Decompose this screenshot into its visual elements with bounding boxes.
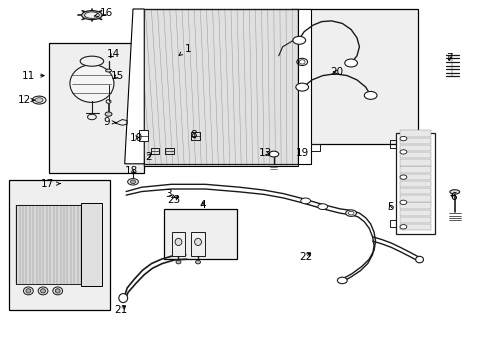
Bar: [399, 224, 430, 230]
Ellipse shape: [399, 150, 406, 154]
Ellipse shape: [81, 10, 102, 19]
Ellipse shape: [399, 200, 406, 204]
Text: 18: 18: [124, 166, 138, 176]
Bar: [81, 203, 102, 286]
Ellipse shape: [53, 287, 62, 295]
Ellipse shape: [295, 83, 308, 91]
Ellipse shape: [175, 238, 182, 246]
Bar: [9, 180, 110, 310]
Polygon shape: [124, 9, 144, 164]
Bar: [163, 209, 237, 259]
Ellipse shape: [399, 225, 406, 229]
Ellipse shape: [268, 151, 278, 157]
Text: 2: 2: [144, 152, 151, 162]
Ellipse shape: [105, 112, 112, 116]
Text: 14: 14: [106, 49, 120, 59]
Bar: [191, 232, 204, 256]
Bar: [49, 43, 144, 173]
Text: 22: 22: [298, 252, 312, 262]
Ellipse shape: [105, 69, 111, 72]
Ellipse shape: [364, 91, 376, 99]
Bar: [399, 159, 430, 166]
Text: 5: 5: [386, 202, 393, 212]
Ellipse shape: [195, 260, 200, 264]
Bar: [139, 130, 148, 141]
Text: 16: 16: [94, 8, 113, 18]
Ellipse shape: [23, 287, 33, 295]
Bar: [399, 166, 430, 173]
Ellipse shape: [449, 190, 459, 194]
Ellipse shape: [415, 256, 423, 263]
Text: 8: 8: [189, 130, 196, 140]
Ellipse shape: [317, 204, 327, 210]
Text: 7: 7: [446, 53, 452, 63]
Bar: [399, 202, 430, 209]
Ellipse shape: [70, 65, 114, 102]
Bar: [399, 130, 430, 137]
Ellipse shape: [127, 179, 138, 185]
Ellipse shape: [337, 277, 346, 284]
Ellipse shape: [35, 98, 43, 102]
Bar: [290, 9, 417, 144]
Bar: [399, 181, 430, 187]
Text: 23: 23: [166, 195, 180, 205]
Ellipse shape: [399, 136, 406, 141]
Ellipse shape: [119, 293, 127, 302]
Ellipse shape: [26, 289, 31, 293]
Bar: [399, 188, 430, 194]
Text: 19: 19: [295, 148, 308, 158]
Ellipse shape: [399, 175, 406, 179]
Ellipse shape: [292, 36, 305, 44]
Ellipse shape: [345, 210, 356, 216]
Text: 4: 4: [199, 200, 206, 210]
Bar: [399, 210, 430, 216]
Bar: [399, 138, 430, 144]
Bar: [399, 152, 430, 158]
Ellipse shape: [80, 56, 103, 66]
Text: 17: 17: [41, 179, 60, 189]
Bar: [395, 133, 434, 234]
Ellipse shape: [55, 289, 60, 293]
Text: 6: 6: [449, 192, 456, 202]
Text: 21: 21: [114, 305, 128, 315]
Ellipse shape: [130, 180, 135, 184]
Bar: [298, 9, 310, 164]
Bar: [399, 174, 430, 180]
Text: 1: 1: [179, 44, 191, 55]
Ellipse shape: [84, 12, 99, 18]
Bar: [399, 195, 430, 202]
Ellipse shape: [38, 287, 48, 295]
Text: 15: 15: [110, 71, 124, 81]
Polygon shape: [133, 9, 298, 166]
Ellipse shape: [194, 238, 201, 246]
Text: 20: 20: [329, 67, 342, 77]
Ellipse shape: [300, 198, 310, 204]
Text: 9: 9: [103, 117, 116, 127]
Bar: [171, 232, 185, 256]
Ellipse shape: [32, 96, 46, 104]
Ellipse shape: [344, 59, 357, 67]
Bar: [399, 145, 430, 151]
Ellipse shape: [41, 289, 45, 293]
Text: 3: 3: [165, 189, 175, 199]
Text: 10: 10: [129, 132, 142, 143]
Bar: [399, 217, 430, 223]
Text: 11: 11: [21, 71, 44, 81]
Bar: [16, 205, 81, 284]
Text: 12: 12: [18, 95, 34, 105]
Ellipse shape: [176, 260, 181, 264]
Text: 13: 13: [258, 148, 272, 158]
